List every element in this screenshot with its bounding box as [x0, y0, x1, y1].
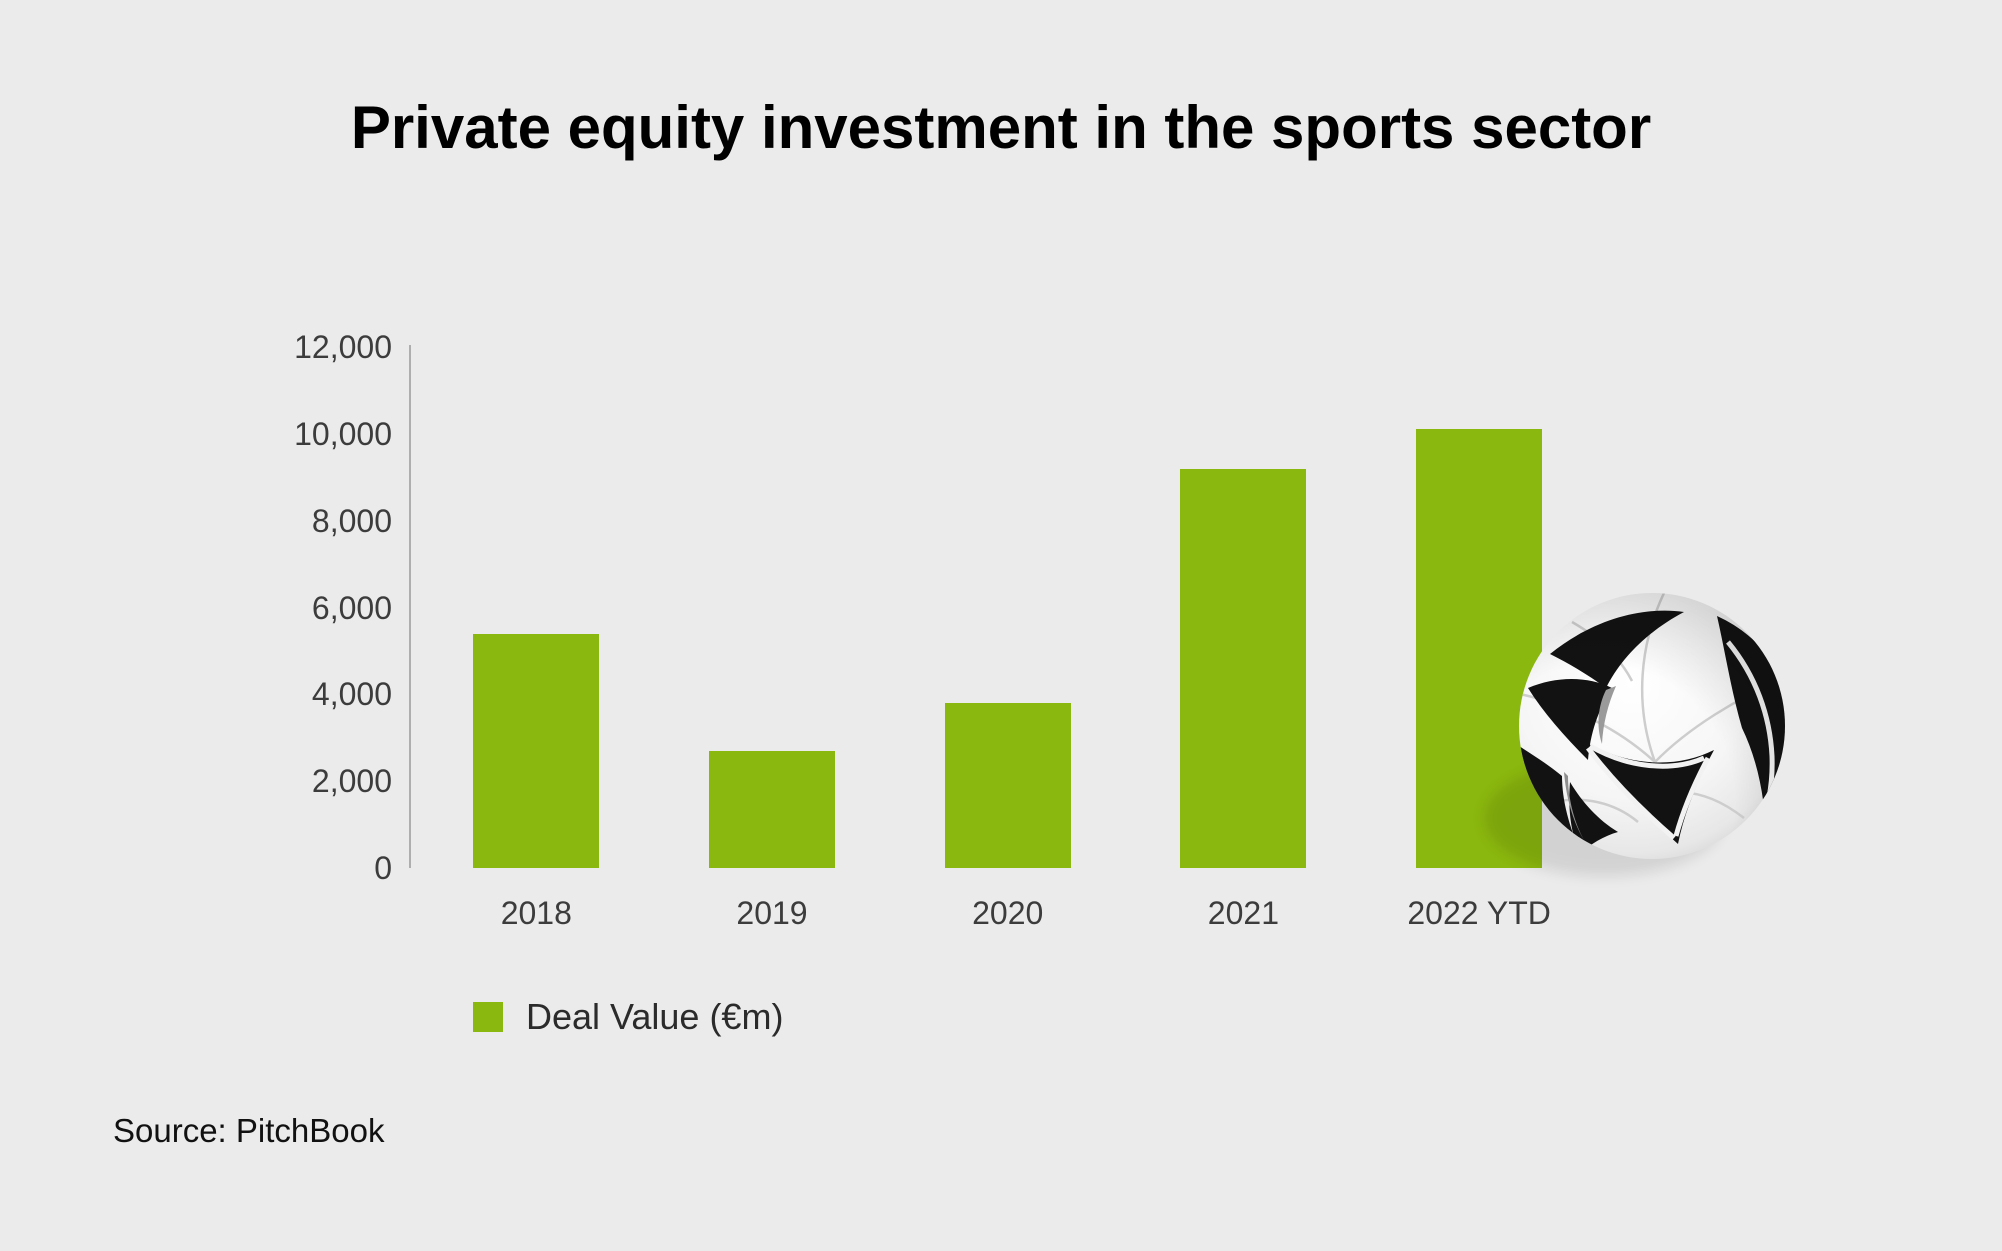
bar-2018: [473, 633, 600, 868]
x-category-label: 2018: [500, 895, 572, 931]
legend-label: Deal Value (€m): [526, 996, 784, 1037]
x-category-label: 2020: [972, 895, 1044, 931]
y-tick-label: 8,000: [311, 502, 392, 539]
legend-swatch: [473, 1002, 503, 1032]
y-axis-line: [409, 345, 411, 868]
chart-title: Private equity investment in the sports …: [350, 94, 1652, 161]
y-tick-label: 10,000: [294, 415, 392, 452]
ball-rim-shade: [1519, 593, 1785, 859]
source-note: Source: PitchBook: [113, 1112, 385, 1149]
soccer-ball-image: [1484, 593, 1785, 876]
y-tick-label: 6,000: [311, 589, 392, 626]
y-tick-label: 0: [374, 850, 392, 886]
x-category-label: 2022 YTD: [1407, 895, 1551, 931]
y-tick-label: 12,000: [294, 329, 392, 365]
legend: Deal Value (€m): [473, 996, 783, 1038]
y-tick-label: 2,000: [311, 763, 392, 800]
bar-2019: [709, 750, 835, 868]
bar-2020: [944, 703, 1071, 868]
y-tick-label: 4,000: [311, 676, 392, 713]
x-category-label: 2019: [736, 895, 808, 931]
x-category-label: 2021: [1207, 895, 1279, 931]
bar-2021: [1180, 468, 1307, 868]
